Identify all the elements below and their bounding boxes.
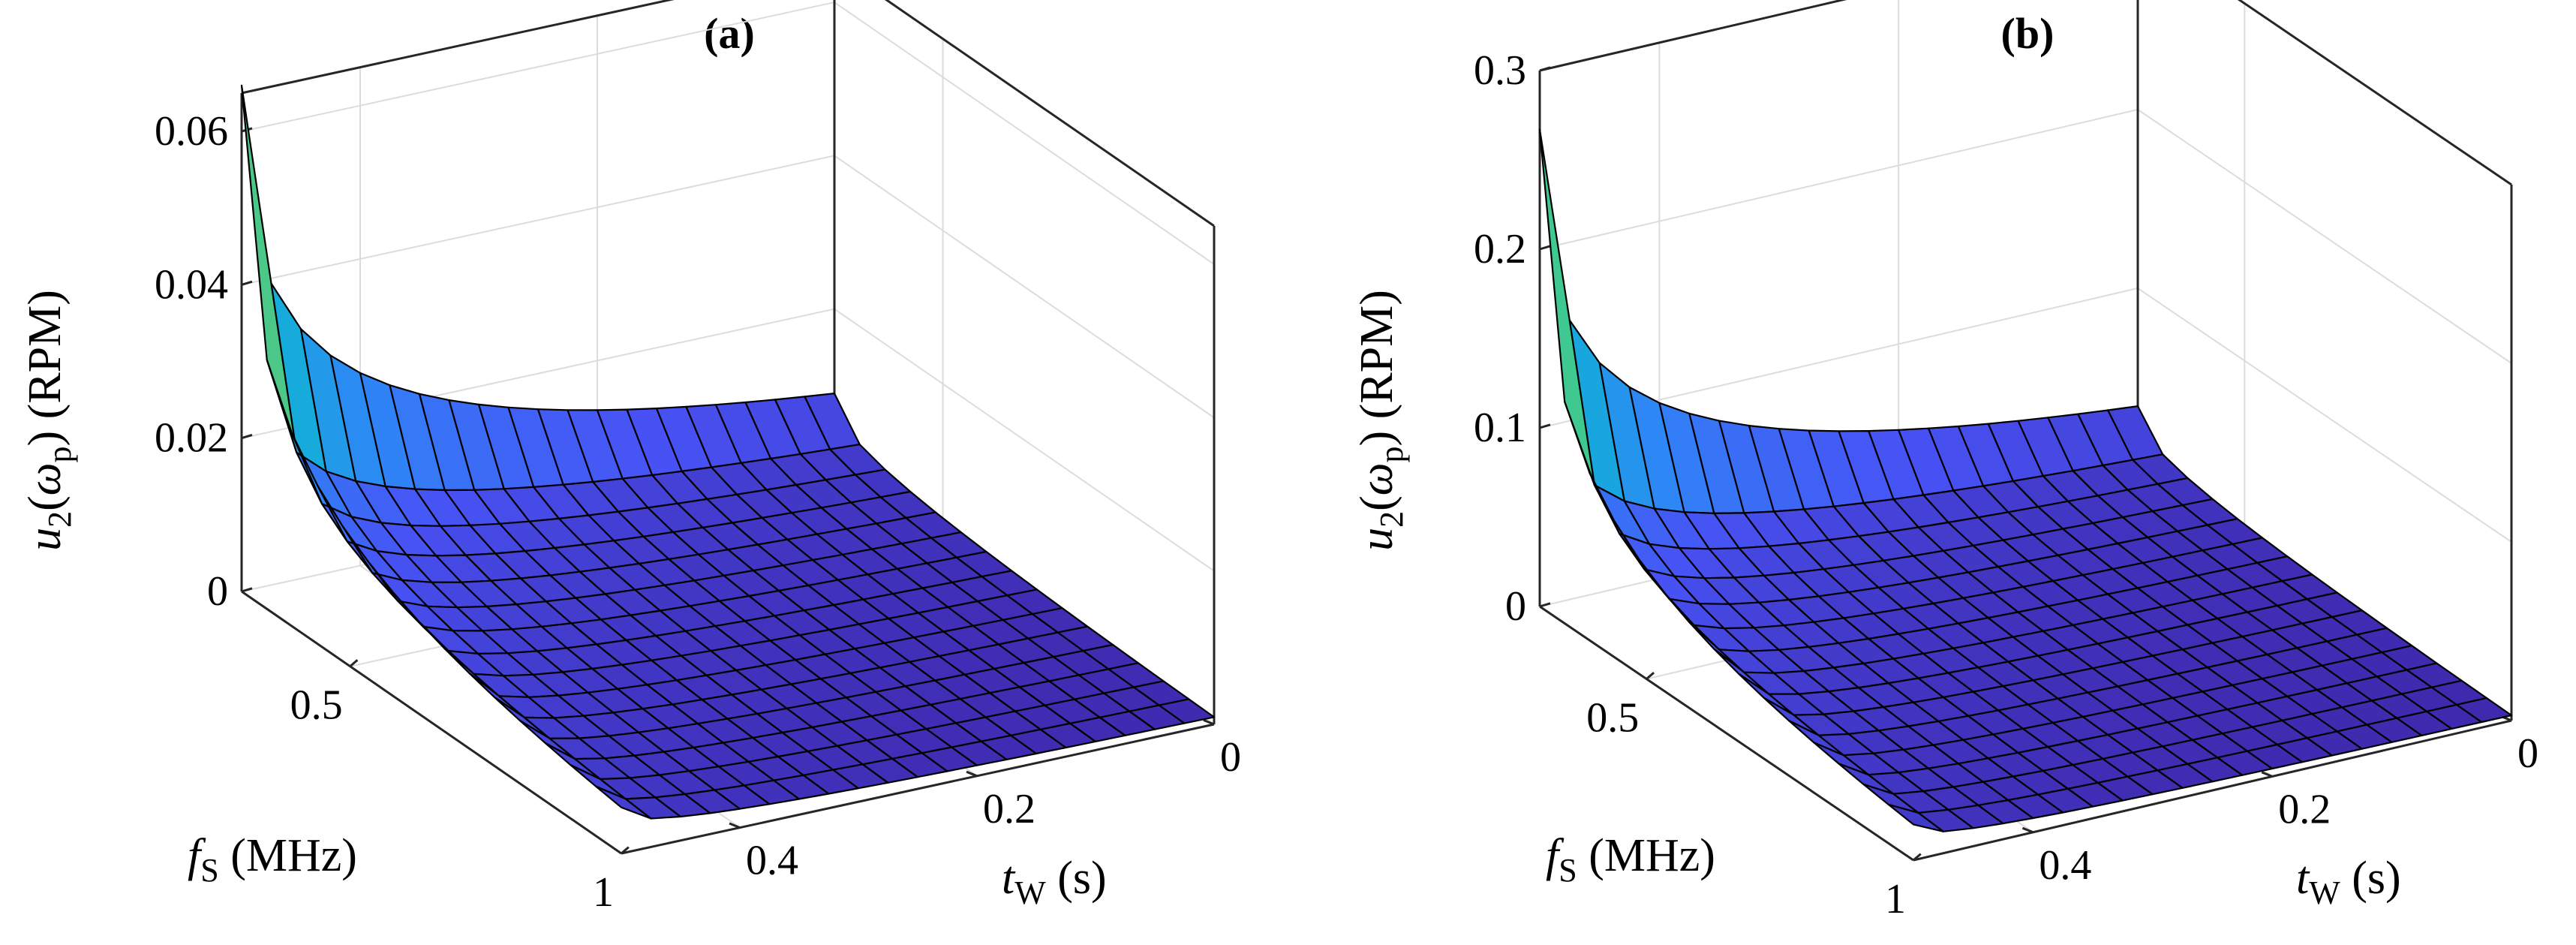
panel-a-x-axis-label: fS (MHz): [188, 830, 357, 889]
panel-a-z-tick-label: 0.04: [155, 261, 228, 308]
panel-b-axes-box: [1538, 0, 2513, 862]
z-tick: [241, 280, 253, 286]
panel-a-surface: [240, 84, 1216, 820]
grid-line: [1539, 109, 2139, 250]
x-tick: [621, 846, 630, 855]
panel-b-x-tick-label: 1: [1885, 876, 1906, 922]
grid-line: [241, 155, 835, 286]
x-tick: [1646, 672, 1655, 680]
panel-a-y-tick-label: 0.2: [983, 786, 1036, 832]
y-tick: [1203, 719, 1215, 726]
panel-b-surface: [1538, 128, 2513, 832]
panel-a-y-tick-label: 0.4: [746, 838, 798, 884]
y-axis-line: [621, 723, 1215, 855]
panel-b-y-tick-label: 0.2: [2278, 786, 2331, 832]
panel-b-surface-chart: (b) 0 0.1 0.2 0.3 0.5 1 0 0.2 0.4 u2(ωp)…: [1351, 0, 2538, 922]
panel-b-z-tick-label: 0.2: [1474, 226, 1526, 272]
panel-b-z-tick-label: 0: [1505, 583, 1526, 630]
z-tick: [1539, 423, 1551, 429]
z-tick: [241, 587, 253, 593]
z-tick: [241, 434, 253, 440]
panel-b-x-tick-label: 0.5: [1586, 695, 1639, 742]
x-tick: [1913, 853, 1922, 862]
grid-line: [2137, 109, 2512, 364]
panel-b-y-tick-label: 0.4: [2039, 842, 2091, 889]
grid-line: [834, 308, 1215, 572]
panel-b-z-tick-label: 0.1: [1474, 405, 1526, 451]
panel-a-z-tick-label: 0.06: [155, 108, 228, 155]
panel-b-z-axis-label: u2(ωp) (RPM): [1351, 290, 1410, 551]
panel-a-surface-chart: (a) 0 0.02 0.04 0.06 0.5 1 0 0.2 0.4 u2(…: [20, 0, 1241, 916]
panel-a-z-tick-label: 0.02: [155, 415, 228, 462]
panel-b-z-tick-label: 0.3: [1474, 47, 1526, 94]
box-edge: [884, 0, 1215, 227]
panel-a-title: (a): [704, 9, 755, 58]
y-tick: [2021, 826, 2033, 834]
x-axis-line: [1539, 605, 1914, 862]
x-axis-line: [241, 590, 622, 855]
y-tick: [729, 822, 741, 829]
y-tick: [966, 770, 978, 778]
z-tick: [1539, 66, 1551, 72]
z-tick: [1539, 245, 1551, 251]
panel-b-y-axis-label: tW (s): [2296, 853, 2401, 911]
panel-a-z-tick-label: 0: [207, 568, 228, 615]
grid-line: [2137, 287, 2512, 543]
grid-line: [834, 155, 1215, 419]
panel-b-y-tick-label: 0: [2517, 730, 2538, 777]
box-edge: [1539, 0, 1847, 72]
y-axis-line: [1913, 719, 2512, 862]
panel-a-y-tick-label: 0: [1220, 734, 1241, 781]
box-edge: [2237, 0, 2512, 186]
panel-a-axes-box: [240, 0, 1216, 855]
grid-line: [241, 2, 835, 133]
x-tick: [349, 659, 359, 667]
box-edge: [241, 0, 675, 95]
panel-a-x-tick-label: 0.5: [290, 682, 343, 729]
grid-line: [834, 2, 1215, 265]
panel-a-x-tick-label: 1: [593, 869, 614, 916]
z-tick: [1539, 602, 1551, 608]
panel-a-y-axis-label: tW (s): [1002, 853, 1107, 911]
surface-patch: [1158, 698, 1216, 724]
panel-a-z-axis-label: u2(ωp) (RPM): [20, 290, 78, 551]
panel-b-title: (b): [2001, 9, 2054, 58]
y-tick: [2261, 771, 2273, 778]
surface-patch: [2455, 697, 2513, 724]
